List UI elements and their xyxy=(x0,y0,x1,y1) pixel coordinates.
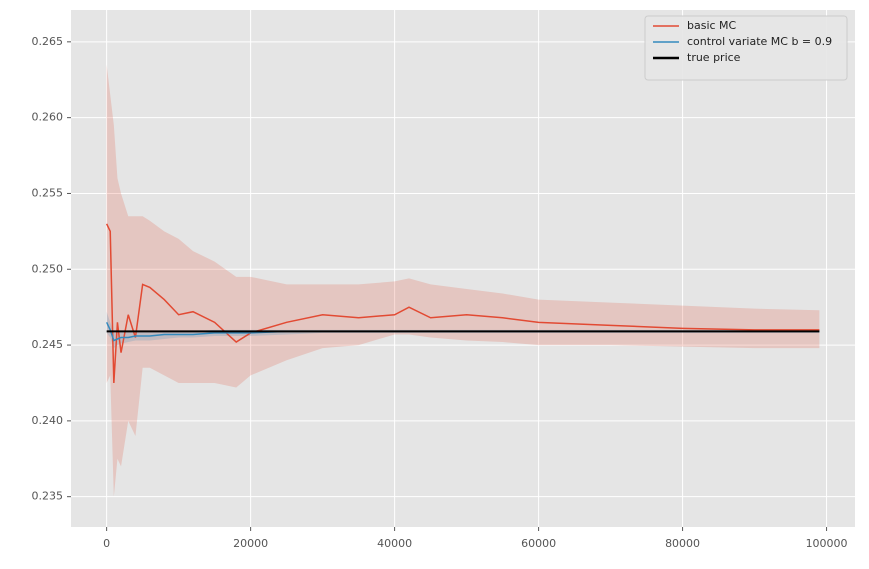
legend-label: basic MC xyxy=(687,19,737,32)
x-tick-label: 0 xyxy=(103,537,110,550)
x-tick-label: 20000 xyxy=(233,537,268,550)
x-tick-label: 100000 xyxy=(806,537,848,550)
x-tick-label: 80000 xyxy=(665,537,700,550)
y-tick-label: 0.235 xyxy=(32,490,64,503)
y-tick-label: 0.245 xyxy=(32,338,64,351)
y-tick-label: 0.265 xyxy=(32,35,64,48)
confidence-band xyxy=(106,64,820,497)
y-tick-label: 0.255 xyxy=(32,186,64,199)
legend-label: control variate MC b = 0.9 xyxy=(687,35,832,48)
x-tick-label: 60000 xyxy=(521,537,556,550)
x-tick-label: 40000 xyxy=(377,537,412,550)
y-tick-label: 0.240 xyxy=(32,414,64,427)
series-line xyxy=(105,223,820,384)
y-tick-label: 0.250 xyxy=(32,262,64,275)
legend-label: true price xyxy=(687,51,741,64)
plot-area xyxy=(71,10,855,527)
legend-box xyxy=(644,15,848,81)
y-tick-label: 0.260 xyxy=(32,111,64,124)
confidence-band xyxy=(106,311,820,349)
